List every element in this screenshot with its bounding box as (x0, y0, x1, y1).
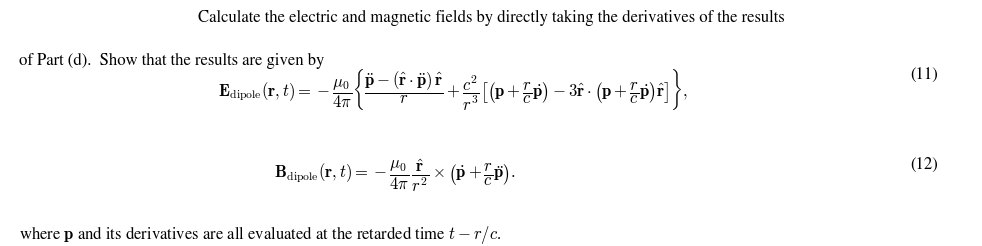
Text: (12): (12) (910, 157, 939, 173)
Text: $\mathbf{B}_{\mathrm{dipole}}(\mathbf{r},t) = -\dfrac{\mu_0}{4\pi}\,\dfrac{\hat{: $\mathbf{B}_{\mathrm{dipole}}(\mathbf{r}… (274, 157, 516, 194)
Text: $\mathbf{E}_{\mathrm{dipole}}(\mathbf{r},t) = -\dfrac{\mu_0}{4\pi} \left\{ \dfra: $\mathbf{E}_{\mathrm{dipole}}(\mathbf{r}… (218, 68, 687, 113)
Text: where $\mathbf{p}$ and its derivatives are all evaluated at the retarded time $t: where $\mathbf{p}$ and its derivatives a… (20, 224, 502, 246)
Text: (11): (11) (910, 68, 939, 84)
Text: of Part (d).  Show that the results are given by: of Part (d). Show that the results are g… (20, 53, 325, 69)
Text: Calculate the electric and magnetic fields by directly taking the derivatives of: Calculate the electric and magnetic fiel… (197, 10, 785, 26)
